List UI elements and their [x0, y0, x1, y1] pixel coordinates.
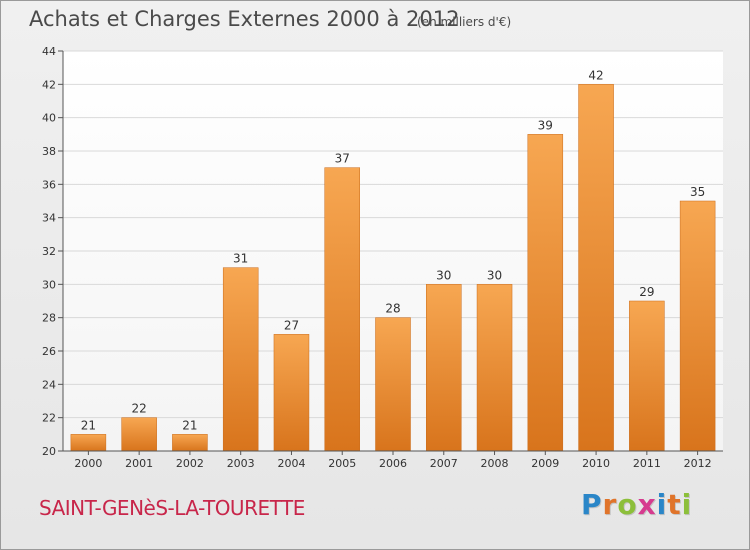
x-tick-label: 2006: [379, 457, 407, 470]
y-tick-label: 22: [42, 412, 56, 425]
y-tick-label: 30: [42, 278, 56, 291]
x-tick-label: 2003: [227, 457, 255, 470]
y-tick-label: 38: [42, 145, 56, 158]
y-tick-label: 26: [42, 345, 56, 358]
logo-letter: r: [602, 488, 618, 521]
y-tick-label: 24: [42, 378, 56, 391]
y-tick-label: 42: [42, 78, 56, 91]
data-label: 27: [284, 318, 299, 332]
logo-letter: i: [656, 488, 668, 521]
bar: [121, 417, 157, 452]
data-label: 37: [335, 152, 350, 166]
bar: [578, 84, 614, 452]
bar: [70, 434, 107, 452]
y-tick-label: 28: [42, 312, 56, 325]
y-tick-label: 20: [42, 445, 56, 458]
bar: [172, 434, 208, 452]
x-tick-label: 2011: [633, 457, 661, 470]
bar: [476, 284, 513, 452]
data-label: 22: [132, 402, 147, 416]
y-tick-label: 44: [42, 45, 56, 58]
logo-letter: i: [681, 488, 693, 521]
bar: [222, 267, 259, 452]
data-label: 30: [487, 268, 502, 282]
data-label: 30: [436, 268, 451, 282]
data-label: 39: [538, 118, 553, 132]
chart-title: Achats et Charges Externes 2000 à 2012: [29, 7, 460, 31]
logo-letter: o: [617, 488, 638, 521]
data-label: 29: [639, 285, 654, 299]
bar: [324, 167, 360, 452]
bar: [527, 134, 564, 452]
data-label: 42: [588, 68, 603, 82]
y-tick-label: 32: [42, 245, 56, 258]
bar: [426, 284, 462, 452]
data-label: 35: [690, 185, 705, 199]
x-tick-label: 2002: [176, 457, 204, 470]
x-tick-label: 2004: [277, 457, 305, 470]
x-tick-label: 2012: [684, 457, 712, 470]
bar: [629, 300, 665, 452]
data-label: 21: [81, 418, 96, 432]
x-tick-label: 2009: [531, 457, 559, 470]
bar: [679, 200, 716, 452]
data-label: 28: [385, 302, 400, 316]
logo-letter: P: [581, 488, 603, 521]
x-tick-label: 2008: [481, 457, 509, 470]
bar: [273, 334, 310, 452]
x-tick-label: 2005: [328, 457, 356, 470]
data-label: 21: [182, 418, 197, 432]
logo-letter: t: [667, 488, 682, 521]
x-tick-label: 2010: [582, 457, 610, 470]
bar: [375, 317, 411, 452]
proxiti-logo[interactable]: Proxiti: [581, 488, 692, 521]
x-tick-label: 2007: [430, 457, 458, 470]
y-tick-label: 40: [42, 112, 56, 125]
chart-subtitle: (en milliers d'€): [417, 15, 512, 29]
data-label: 31: [233, 252, 248, 266]
y-tick-label: 36: [42, 178, 56, 191]
y-tick-label: 34: [42, 212, 56, 225]
logo-letter: x: [637, 488, 657, 521]
x-tick-label: 2001: [125, 457, 153, 470]
x-tick-label: 2000: [74, 457, 102, 470]
city-name: SAINT-GENèS-LA-TOURETTE: [39, 496, 305, 520]
